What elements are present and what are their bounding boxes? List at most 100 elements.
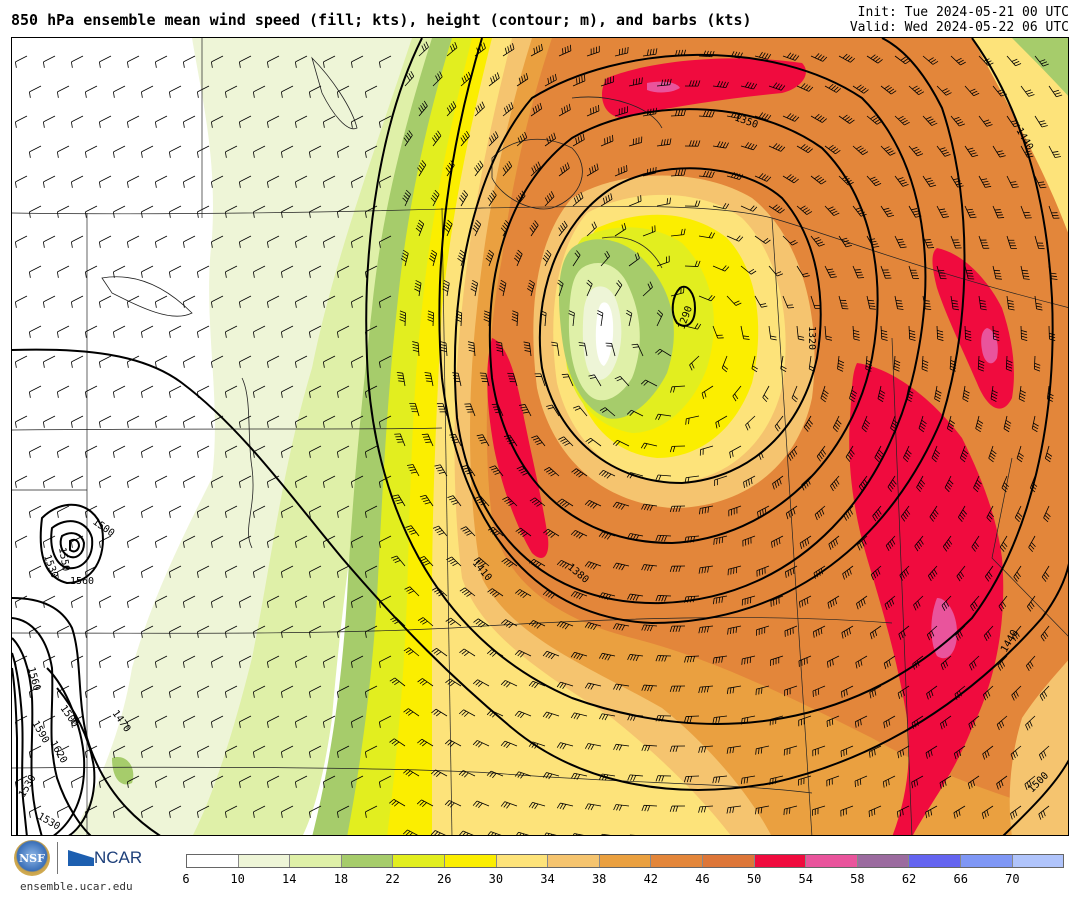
wind-barb-flag [658,655,662,662]
wind-barb [925,745,938,754]
wind-barb [239,535,252,543]
wind-barb [1010,805,1022,814]
wind-barb [614,228,627,237]
wind-barb [99,535,112,543]
wind-barb-flag [640,442,645,449]
wind-barb-flag [924,239,931,241]
wind-barb [981,805,994,814]
wind-barb [281,205,294,213]
wind-barb [1048,85,1057,97]
wind-barb [365,565,378,573]
wind-barb [714,775,728,778]
wind-barb-flag [578,342,585,344]
wind-barb-flag [689,716,693,723]
wind-barb [659,348,672,357]
wind-barb [351,115,364,123]
wind-barb [756,685,770,690]
wind-barb [407,768,420,777]
wind-barb-flag [899,810,902,817]
wind-barb [770,655,784,661]
wind-barb-flag [625,312,632,317]
wind-barb-flag [618,624,623,631]
wind-barb-flag [601,774,606,781]
wind-barb-flag [211,181,213,188]
wind-barb-flag [808,419,813,425]
wind-barb-flag [872,631,875,638]
wind-barb [351,535,364,543]
wind-barb-flag [444,800,450,806]
wind-barb-flag [677,109,681,116]
wind-barb [309,565,322,573]
wind-barb-flag [1036,308,1043,311]
wind-barb-flag [916,660,920,667]
wind-barb [524,404,532,417]
wind-barb-flag [490,528,496,533]
wind-barb-flag [862,425,868,430]
wind-barb [642,230,656,237]
wind-barb-flag [704,507,707,514]
wind-barb-flag [398,380,405,383]
wind-barb [502,224,510,237]
wind-barb-flag [909,335,916,339]
wind-barb [903,445,910,458]
wind-barb [57,385,70,393]
wind-barb [337,505,350,513]
wind-barb-flag [446,222,452,227]
wind-barb-flag [938,208,946,211]
wind-barb-flag [529,279,535,284]
wind-barb [85,145,98,153]
wind-barb-flag [739,174,744,180]
wind-barb-flag [940,664,944,671]
wind-barb-flag [43,661,45,668]
wind-barb-flag [531,802,536,809]
wind-barb-flag [763,394,769,400]
map-canvas: 1290 1320 1350 1380 1410 1440 1440 1470 … [12,38,1068,835]
wind-barb-flag [963,392,970,397]
wind-barb-flag [905,60,911,65]
wind-barb-flag [415,227,421,233]
wind-barb-flag [365,331,367,338]
wind-barb [813,565,826,574]
wind-barb-flag [323,721,325,728]
wind-barb-flag [863,538,867,545]
wind-barb-flag [595,105,597,113]
wind-barb-flag [558,279,564,285]
wind-barb [225,205,238,213]
wind-barb-flag [225,391,227,398]
wind-barb-flag [337,511,339,518]
wind-barb-flag [71,181,73,188]
wind-barb-flag [1013,60,1020,65]
wind-barb [1006,295,1010,309]
wind-barb-flag [669,626,673,632]
wind-barb-flag [692,656,695,663]
wind-barb-flag [519,192,524,199]
wind-barb [869,745,882,753]
wind-barb-flag [211,361,213,368]
wind-barb-flag [972,720,976,727]
wind-barb-flag [487,197,492,203]
wind-barb [379,475,392,483]
wind-barb-flag [772,778,774,785]
wind-barb-flag [649,685,653,692]
wind-barb [295,595,308,603]
wind-barb-flag [197,811,199,818]
wind-barb-flag [886,86,892,91]
wind-barb-flag [995,278,1002,280]
wind-barb-flag [295,601,297,608]
wind-barb [267,595,280,603]
wind-barb-flag [253,811,255,818]
wind-barb [685,775,700,777]
wind-barb-flag [721,367,728,373]
wind-barb-flag [684,656,687,663]
wind-barb-flag [487,252,493,257]
wind-barb-flag [920,479,926,485]
wind-barb [600,81,614,87]
wind-barb-flag [859,778,862,785]
wind-barb [832,415,840,428]
wind-barb-flag [680,49,684,56]
wind-barb-flag [141,631,143,638]
wind-barb-flag [561,501,568,507]
wind-barb-flag [753,144,758,151]
wind-barb-flag [885,148,892,152]
wind-barb-flag [574,252,579,258]
